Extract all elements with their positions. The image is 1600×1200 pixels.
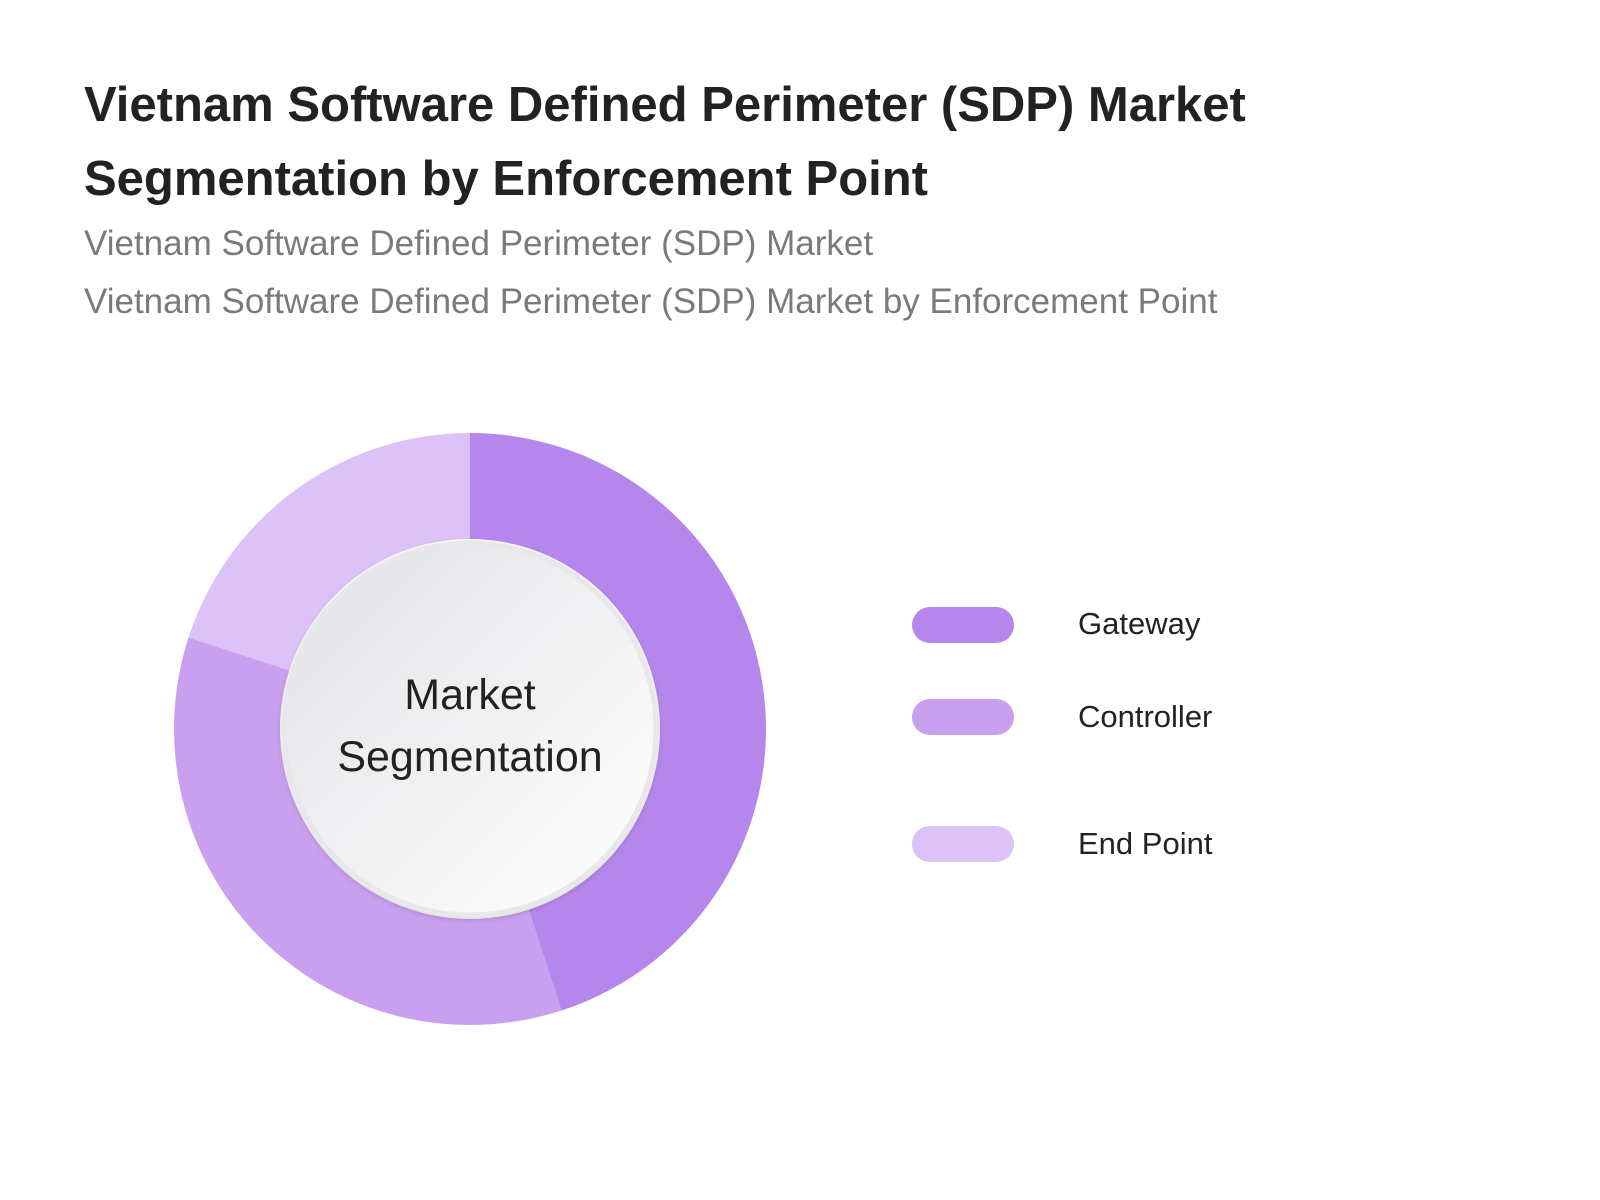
donut-center-disc	[281, 540, 659, 918]
legend-swatch-end-point	[912, 826, 1014, 862]
center-label-line-2: Segmentation	[337, 733, 603, 781]
chart-subtitle-enforcement-point: Vietnam Software Defined Perimeter (SDP)…	[84, 282, 1218, 321]
legend-swatch-gateway	[912, 607, 1014, 643]
legend-label-gateway: Gateway	[1078, 606, 1201, 641]
chart-title: Vietnam Software Defined Perimeter (SDP)…	[84, 78, 1246, 206]
donut-slices	[174, 433, 767, 1025]
legend-swatch-controller	[912, 699, 1014, 735]
donut-slice-controller	[174, 637, 562, 1025]
legend-label-controller: Controller	[1078, 699, 1213, 734]
donut-slice-end-point	[188, 433, 470, 671]
legend-label-end-point: End Point	[1078, 826, 1213, 861]
donut-center-label: Market Segmentation	[283, 664, 657, 788]
center-label-line-1: Market	[404, 671, 536, 719]
chart-subtitle-market: Vietnam Software Defined Perimeter (SDP)…	[84, 224, 874, 263]
donut-slice-gateway	[470, 433, 767, 1011]
